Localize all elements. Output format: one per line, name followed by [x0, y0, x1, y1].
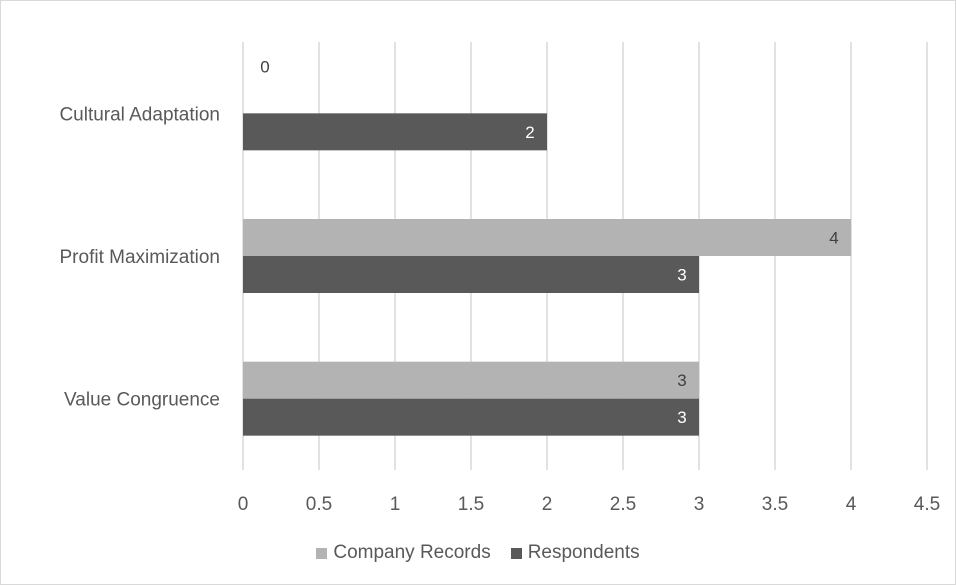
- legend-swatch-company-records: [316, 547, 328, 559]
- data-label-respondents: 2: [525, 123, 534, 142]
- x-tick-label: 0: [238, 494, 249, 515]
- legend-label-company-records: Company Records: [333, 542, 491, 563]
- data-label-company-records: 3: [677, 371, 686, 390]
- legend-item-respondents: Respondents: [510, 542, 640, 564]
- legend-label-respondents: Respondents: [527, 542, 640, 563]
- bar-respondents: [243, 256, 699, 293]
- data-label-respondents: 3: [677, 266, 686, 285]
- x-tick-label: 4: [846, 494, 857, 515]
- x-tick-label: 3.5: [762, 494, 788, 515]
- x-tick-label: 1: [390, 494, 401, 515]
- bar-company-records: [243, 219, 851, 256]
- legend-item-company-records: Company Records: [316, 542, 491, 564]
- data-label-respondents: 3: [677, 408, 686, 427]
- x-tick-label: 2.5: [610, 494, 636, 515]
- legend: Company Records Respondents: [0, 538, 956, 568]
- category-label: Profit Maximization: [60, 247, 221, 268]
- x-tick-label: 1.5: [458, 494, 484, 515]
- bar-respondents: [243, 398, 699, 436]
- data-label-company-records: 4: [829, 229, 838, 248]
- x-tick-label: 0.5: [306, 494, 332, 515]
- bar-company-records: [243, 361, 699, 399]
- x-tick-label: 3: [694, 494, 705, 515]
- legend-swatch-respondents: [510, 547, 522, 559]
- bar-respondents: [243, 113, 547, 151]
- x-tick-label: 4.5: [914, 494, 940, 515]
- category-label: Cultural Adaptation: [59, 104, 220, 125]
- data-label-company-records: 0: [260, 57, 269, 76]
- category-label: Value Congruence: [64, 390, 220, 411]
- x-tick-label: 2: [542, 494, 553, 515]
